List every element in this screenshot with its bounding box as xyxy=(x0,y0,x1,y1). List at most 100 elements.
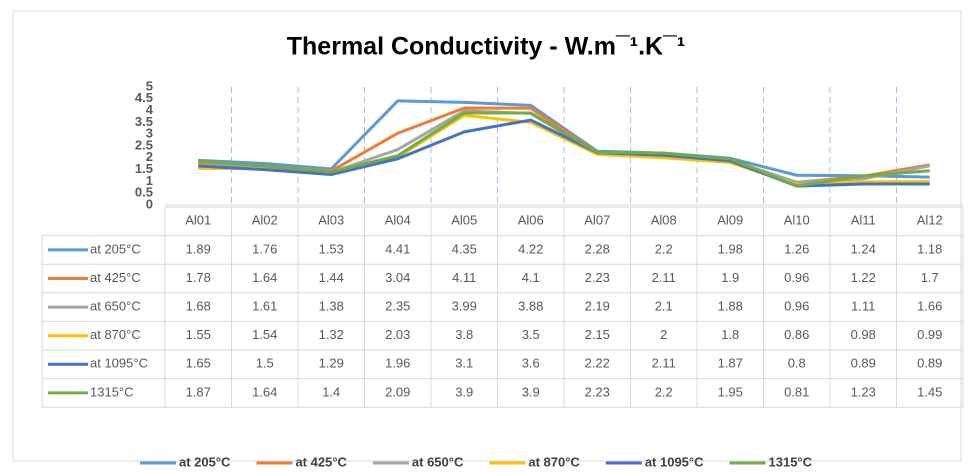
table-cell: 4.11 xyxy=(452,270,476,285)
y-tick-label: 3 xyxy=(146,126,153,141)
table-cell: 1.45 xyxy=(917,384,942,399)
table-cell: 1.5 xyxy=(256,356,274,371)
table-cell: 1.18 xyxy=(917,241,942,256)
table-cell: 1.32 xyxy=(319,327,344,342)
table-cell: 1.78 xyxy=(186,270,211,285)
legend-label: at 1095°C xyxy=(645,454,704,469)
y-tick-label: 0.5 xyxy=(135,185,153,200)
table-cell: 2.22 xyxy=(585,356,610,371)
y-tick-label: 4.5 xyxy=(135,90,153,105)
chart-title: Thermal Conductivity - W.m¯¹.K¯¹ xyxy=(287,33,685,61)
table-cell: 2.35 xyxy=(385,299,410,314)
table-cell: 3.5 xyxy=(522,327,540,342)
x-tick-label: Al11 xyxy=(851,213,876,228)
x-tick-label: Al09 xyxy=(717,213,743,228)
table-cell: 0.89 xyxy=(917,356,942,371)
y-tick-label: 0 xyxy=(146,196,153,211)
table-cell: 1.55 xyxy=(186,327,211,342)
table-cell: 4.22 xyxy=(518,241,543,256)
table-row-label: at 205°C xyxy=(90,241,141,256)
series-line xyxy=(198,118,930,188)
table-cell: 1.4 xyxy=(322,384,340,399)
table-cell: 3.1 xyxy=(455,356,473,371)
table-cell: 2.2 xyxy=(655,241,673,256)
table-cell: 2.09 xyxy=(385,384,410,399)
table-cell: 2.03 xyxy=(385,327,410,342)
table-cell: 1.9 xyxy=(721,270,739,285)
table-cell: 1.8 xyxy=(721,327,739,342)
table-cell: 3.04 xyxy=(385,270,410,285)
table-cell: 4.41 xyxy=(385,241,410,256)
table-cell: 1.68 xyxy=(186,299,211,314)
x-tick-label: Al06 xyxy=(518,213,544,228)
legend-label: at 870°C xyxy=(528,454,580,469)
table-cell: 2 xyxy=(660,327,667,342)
table-cell: 1.22 xyxy=(851,270,876,285)
table-cell: 1.29 xyxy=(319,356,344,371)
table-cell: 2.19 xyxy=(585,299,610,314)
table-cell: 0.89 xyxy=(851,356,876,371)
series-line xyxy=(198,99,930,179)
table-row-label: at 650°C xyxy=(90,299,141,314)
table-row-label: at 425°C xyxy=(90,270,141,285)
table-cell: 0.8 xyxy=(788,356,806,371)
x-tick-label: Al04 xyxy=(385,213,411,228)
table-cell: 1.65 xyxy=(186,356,211,371)
table-cell: 0.98 xyxy=(851,327,876,342)
table-cell: 2.23 xyxy=(585,270,610,285)
table-row-label: 1315°C xyxy=(90,384,134,399)
table-cell: 1.24 xyxy=(851,241,876,256)
table-cell: 3.9 xyxy=(522,384,540,399)
y-tick-label: 4 xyxy=(146,102,154,117)
table-cell: 1.61 xyxy=(252,299,277,314)
table-row-label: at 1095°C xyxy=(90,356,148,371)
table-cell: 1.53 xyxy=(319,241,344,256)
table-cell: 1.7 xyxy=(921,270,939,285)
table-cell: 0.96 xyxy=(784,270,809,285)
table-cell: 2.1 xyxy=(655,299,673,314)
table-cell: 3.9 xyxy=(455,384,473,399)
table-cell: 3.8 xyxy=(455,327,473,342)
x-tick-label: Al02 xyxy=(252,213,278,228)
table-row-label: at 870°C xyxy=(90,327,141,342)
table-cell: 1.76 xyxy=(252,241,277,256)
legend-label: at 650°C xyxy=(412,454,464,469)
table-cell: 1.26 xyxy=(784,241,809,256)
table-cell: 1.54 xyxy=(252,327,277,342)
y-tick-label: 3.5 xyxy=(135,114,153,129)
table-cell: 1.38 xyxy=(319,299,344,314)
x-tick-label: Al10 xyxy=(784,213,810,228)
table-cell: 1.23 xyxy=(851,384,876,399)
table-cell: 1.87 xyxy=(718,356,743,371)
y-tick-label: 1 xyxy=(146,173,153,188)
x-tick-label: Al08 xyxy=(651,213,677,228)
y-tick-label: 2 xyxy=(146,149,153,164)
table-cell: 1.89 xyxy=(186,241,211,256)
y-tick-label: 5 xyxy=(146,78,153,93)
x-tick-label: Al03 xyxy=(318,213,344,228)
table-cell: 4.1 xyxy=(522,270,540,285)
x-tick-label: Al07 xyxy=(584,213,610,228)
table-cell: 0.96 xyxy=(784,299,809,314)
table-cell: 3.99 xyxy=(452,299,477,314)
legend-label: at 205°C xyxy=(179,454,231,469)
table-cell: 2.23 xyxy=(585,384,610,399)
x-tick-label: Al05 xyxy=(451,213,477,228)
table-cell: 2.15 xyxy=(585,327,610,342)
table-cell: 2.11 xyxy=(652,270,676,285)
legend-label: at 425°C xyxy=(295,454,347,469)
x-tick-label: Al12 xyxy=(917,213,943,228)
table-cell: 4.35 xyxy=(452,241,477,256)
table-cell: 1.64 xyxy=(252,384,277,399)
series-line xyxy=(198,111,930,188)
table-cell: 1.64 xyxy=(252,270,277,285)
table-cell: 3.6 xyxy=(522,356,540,371)
y-tick-label: 2.5 xyxy=(135,137,153,152)
table-cell: 1.66 xyxy=(917,299,942,314)
table-cell: 1.98 xyxy=(718,241,743,256)
x-tick-label: Al01 xyxy=(185,213,211,228)
table-cell: 0.86 xyxy=(784,327,809,342)
table-cell: 0.99 xyxy=(917,327,942,342)
table-cell: 1.88 xyxy=(718,299,743,314)
